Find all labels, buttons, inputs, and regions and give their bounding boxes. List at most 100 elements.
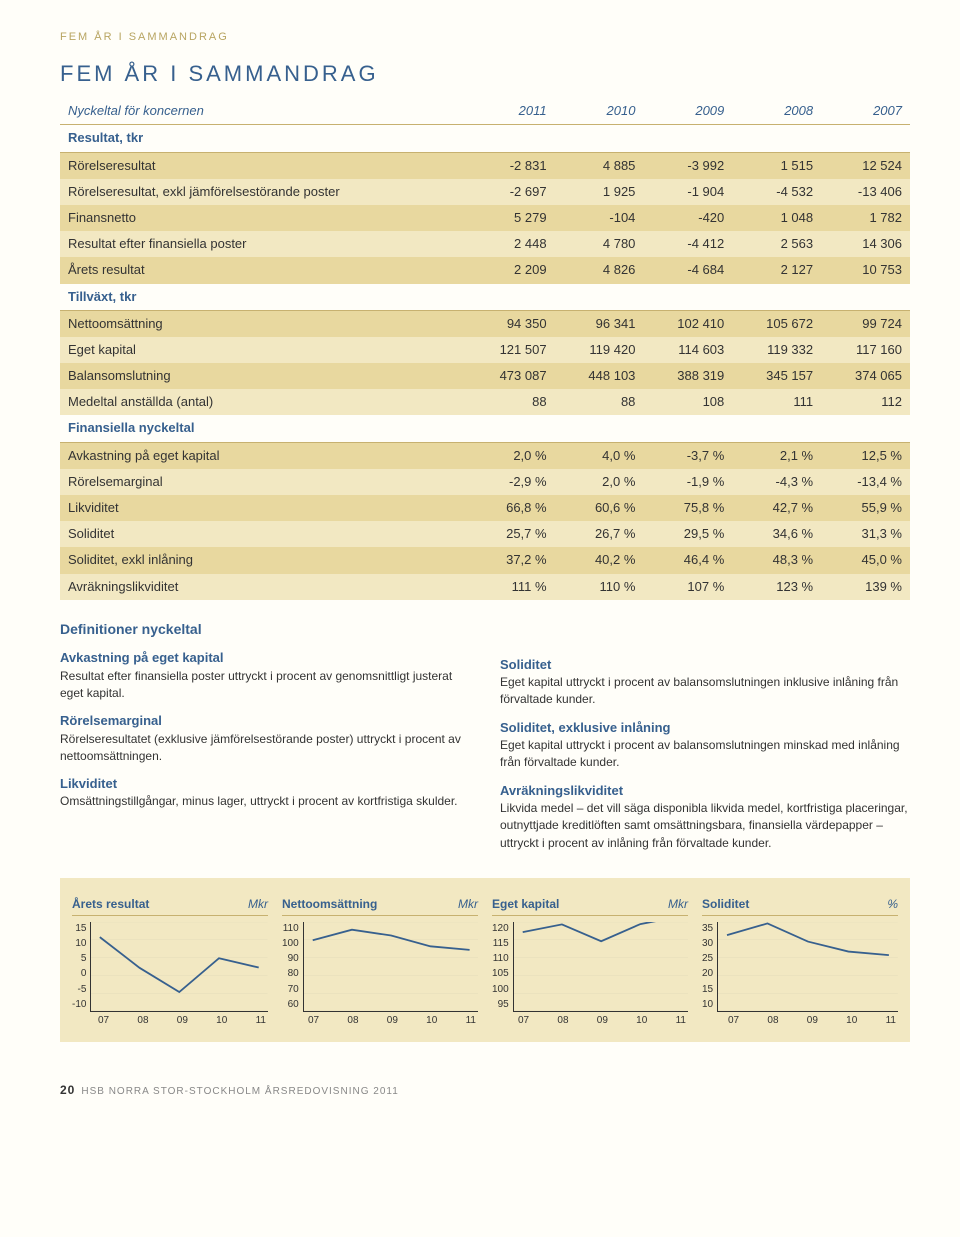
definition-body: Eget kapital uttryckt i procent av balan… bbox=[500, 737, 910, 772]
row-label: Rörelseresultat, exkl jämförelsestörande… bbox=[60, 179, 466, 205]
row-value: -2 831 bbox=[466, 152, 555, 179]
row-value: 345 157 bbox=[732, 363, 821, 389]
row-value: 111 % bbox=[466, 574, 555, 600]
table-row: Likviditet66,8 %60,6 %75,8 %42,7 %55,9 % bbox=[60, 495, 910, 521]
row-value: -1 904 bbox=[643, 179, 732, 205]
row-value: -2 697 bbox=[466, 179, 555, 205]
table-row: Balansomslutning473 087448 103388 319345… bbox=[60, 363, 910, 389]
table-row: Medeltal anställda (antal)8888108111112 bbox=[60, 389, 910, 415]
y-tick: 10 bbox=[72, 937, 86, 951]
chart-unit: Mkr bbox=[668, 896, 688, 913]
table-row: Soliditet, exkl inlåning37,2 %40,2 %46,4… bbox=[60, 547, 910, 573]
row-value: 2 563 bbox=[732, 231, 821, 257]
x-tick: 10 bbox=[846, 1014, 857, 1028]
chart: NettoomsättningMkr1101009080706007080910… bbox=[282, 896, 478, 1028]
row-value: -3,7 % bbox=[643, 442, 732, 469]
row-label: Resultat efter finansiella poster bbox=[60, 231, 466, 257]
row-value: 42,7 % bbox=[732, 495, 821, 521]
row-value: 108 bbox=[643, 389, 732, 415]
row-value: 26,7 % bbox=[555, 521, 644, 547]
row-value: -1,9 % bbox=[643, 469, 732, 495]
x-tick: 09 bbox=[177, 1014, 188, 1028]
row-value: 4 885 bbox=[555, 152, 644, 179]
table-row: Resultat efter finansiella poster2 4484 … bbox=[60, 231, 910, 257]
row-value: 117 160 bbox=[821, 337, 910, 363]
y-tick: 15 bbox=[702, 983, 713, 997]
x-tick: 07 bbox=[518, 1014, 529, 1028]
x-tick: 09 bbox=[807, 1014, 818, 1028]
row-value: 105 672 bbox=[732, 310, 821, 337]
row-value: -4 684 bbox=[643, 257, 732, 283]
table-year: 2010 bbox=[555, 98, 644, 125]
y-tick: 105 bbox=[492, 967, 509, 981]
y-tick: 25 bbox=[702, 952, 713, 966]
row-label: Avkastning på eget kapital bbox=[60, 442, 466, 469]
x-tick: 10 bbox=[636, 1014, 647, 1028]
y-tick: 80 bbox=[282, 967, 299, 981]
table-row: Rörelseresultat-2 8314 885-3 9921 51512 … bbox=[60, 152, 910, 179]
row-value: 66,8 % bbox=[466, 495, 555, 521]
y-tick: 15 bbox=[72, 922, 86, 936]
charts-panel: Årets resultatMkr151050-5-100708091011Ne… bbox=[60, 878, 910, 1042]
row-value: 12,5 % bbox=[821, 442, 910, 469]
row-label: Rörelseresultat bbox=[60, 152, 466, 179]
row-value: -4 412 bbox=[643, 231, 732, 257]
table-section: Finansiella nyckeltal bbox=[60, 415, 910, 442]
x-tick: 11 bbox=[256, 1014, 266, 1028]
row-value: -4 532 bbox=[732, 179, 821, 205]
row-value: -4,3 % bbox=[732, 469, 821, 495]
x-tick: 08 bbox=[347, 1014, 358, 1028]
chart-title: Soliditet bbox=[702, 896, 749, 913]
row-value: 123 % bbox=[732, 574, 821, 600]
row-value: 29,5 % bbox=[643, 521, 732, 547]
x-tick: 08 bbox=[557, 1014, 568, 1028]
row-value: -3 992 bbox=[643, 152, 732, 179]
row-value: 107 % bbox=[643, 574, 732, 600]
row-value: 110 % bbox=[555, 574, 644, 600]
table-row: Årets resultat2 2094 826-4 6842 12710 75… bbox=[60, 257, 910, 283]
row-value: 121 507 bbox=[466, 337, 555, 363]
document-title: FEM ÅR I SAMMANDRAG bbox=[60, 59, 910, 90]
row-value: 88 bbox=[555, 389, 644, 415]
table-row: Avräkningslikviditet111 %110 %107 %123 %… bbox=[60, 574, 910, 600]
definition-term: Avkastning på eget kapital bbox=[60, 649, 470, 667]
definition-term: Soliditet, exklusive inlåning bbox=[500, 719, 910, 737]
row-value: 31,3 % bbox=[821, 521, 910, 547]
table-year: 2009 bbox=[643, 98, 732, 125]
page-header: FEM ÅR I SAMMANDRAG bbox=[60, 30, 910, 45]
row-value: -104 bbox=[555, 205, 644, 231]
row-value: 48,3 % bbox=[732, 547, 821, 573]
row-label: Medeltal anställda (antal) bbox=[60, 389, 466, 415]
row-value: -13 406 bbox=[821, 179, 910, 205]
row-value: 2 209 bbox=[466, 257, 555, 283]
x-tick: 08 bbox=[137, 1014, 148, 1028]
row-value: 2,0 % bbox=[466, 442, 555, 469]
table-year: 2011 bbox=[466, 98, 555, 125]
definition-term: Rörelsemarginal bbox=[60, 712, 470, 730]
row-value: 46,4 % bbox=[643, 547, 732, 573]
x-tick: 09 bbox=[387, 1014, 398, 1028]
chart-unit: Mkr bbox=[458, 896, 478, 913]
y-tick: 95 bbox=[492, 998, 509, 1012]
row-label: Eget kapital bbox=[60, 337, 466, 363]
row-value: 114 603 bbox=[643, 337, 732, 363]
row-value: 473 087 bbox=[466, 363, 555, 389]
row-value: 2,1 % bbox=[732, 442, 821, 469]
y-tick: 120 bbox=[492, 922, 509, 936]
y-tick: -5 bbox=[72, 983, 86, 997]
definition-body: Resultat efter finansiella poster uttryc… bbox=[60, 668, 470, 703]
definition-body: Eget kapital uttryckt i procent av balan… bbox=[500, 674, 910, 709]
x-tick: 07 bbox=[308, 1014, 319, 1028]
chart: Soliditet%3530252015100708091011 bbox=[702, 896, 898, 1028]
row-value: 88 bbox=[466, 389, 555, 415]
x-tick: 07 bbox=[728, 1014, 739, 1028]
row-value: 111 bbox=[732, 389, 821, 415]
chart: Årets resultatMkr151050-5-100708091011 bbox=[72, 896, 268, 1028]
definition-body: Likvida medel – det vill säga disponibla… bbox=[500, 800, 910, 852]
y-tick: 110 bbox=[282, 922, 299, 936]
y-tick: 60 bbox=[282, 998, 299, 1012]
row-label: Likviditet bbox=[60, 495, 466, 521]
y-tick: 90 bbox=[282, 952, 299, 966]
x-tick: 07 bbox=[98, 1014, 109, 1028]
row-value: 5 279 bbox=[466, 205, 555, 231]
